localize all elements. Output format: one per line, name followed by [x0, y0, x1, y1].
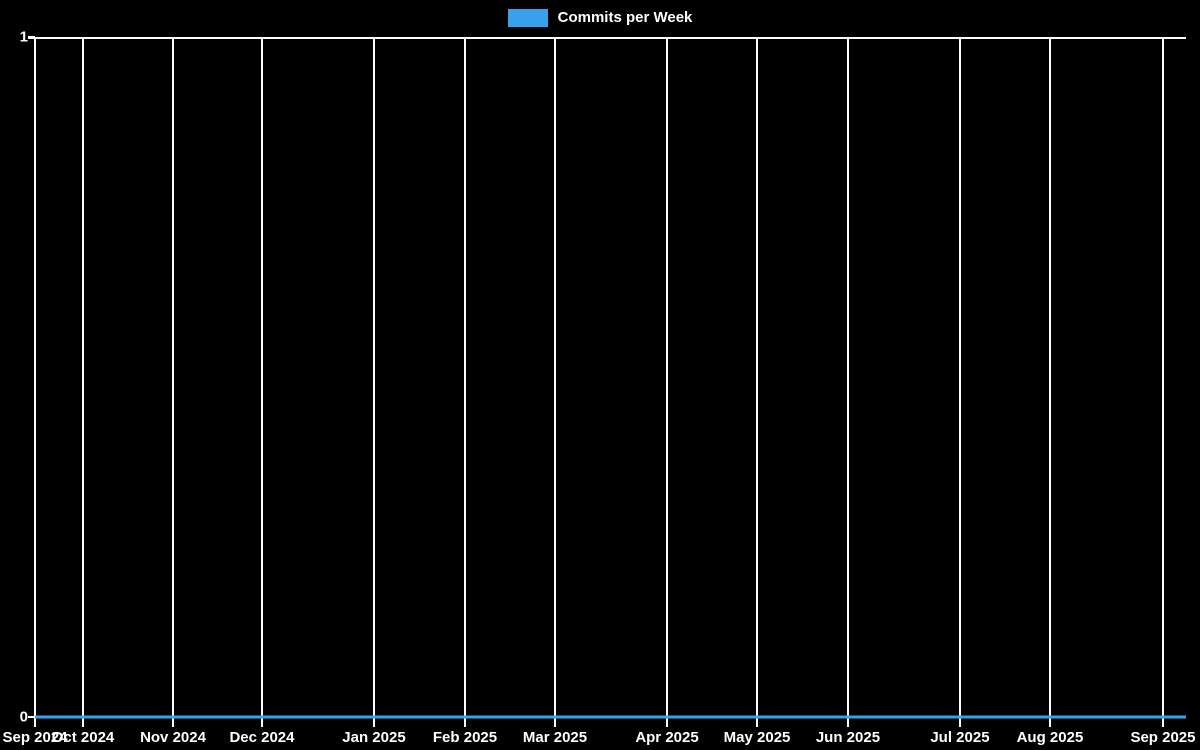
x-tick-label: Feb 2025 — [432, 729, 498, 746]
gridline-may-2025 — [756, 37, 758, 727]
gridline-oct-2024 — [82, 37, 84, 727]
gridline-feb-2025 — [464, 37, 466, 727]
x-tick-label: Dec 2024 — [229, 729, 295, 746]
x-tick-label: Oct 2024 — [51, 729, 115, 746]
x-tick-label: Aug 2025 — [1016, 729, 1084, 746]
plot-area — [28, 37, 1186, 727]
x-tick-label: Nov 2024 — [140, 729, 206, 746]
gridline-dec-2024 — [261, 37, 263, 727]
legend-label: Commits per Week — [557, 9, 693, 26]
chart-legend: Commits per Week — [0, 8, 1200, 28]
gridline-jul-2025 — [959, 37, 961, 727]
x-tick-label: Jun 2025 — [815, 729, 881, 746]
y-tick-mark — [28, 36, 35, 38]
x-tick-label: May 2025 — [723, 729, 791, 746]
legend-swatch — [507, 9, 548, 27]
x-tick-label: Sep 2024 — [2, 729, 68, 746]
x-tick-label: Apr 2025 — [635, 729, 699, 746]
gridline-nov-2024 — [172, 37, 174, 727]
plot-top-border — [28, 37, 1186, 39]
x-tick-label: Mar 2025 — [522, 729, 588, 746]
x-tick-label: Sep 2025 — [1130, 729, 1196, 746]
gridline-mar-2025 — [554, 37, 556, 727]
x-tick-label: Jul 2025 — [930, 729, 990, 746]
series-line-layer — [35, 715, 1186, 719]
y-tick-label: 1 — [19, 28, 28, 46]
y-tick-mark — [28, 716, 35, 718]
gridline-jun-2025 — [847, 37, 849, 727]
y-tick-label: 0 — [19, 708, 28, 726]
gridline-sep-2025 — [1162, 37, 1164, 727]
x-tick-label: Jan 2025 — [342, 729, 406, 746]
gridline-jan-2025 — [373, 37, 375, 727]
gridline-apr-2025 — [666, 37, 668, 727]
gridline-sep-2024 — [34, 37, 36, 727]
gridline-aug-2025 — [1049, 37, 1051, 727]
